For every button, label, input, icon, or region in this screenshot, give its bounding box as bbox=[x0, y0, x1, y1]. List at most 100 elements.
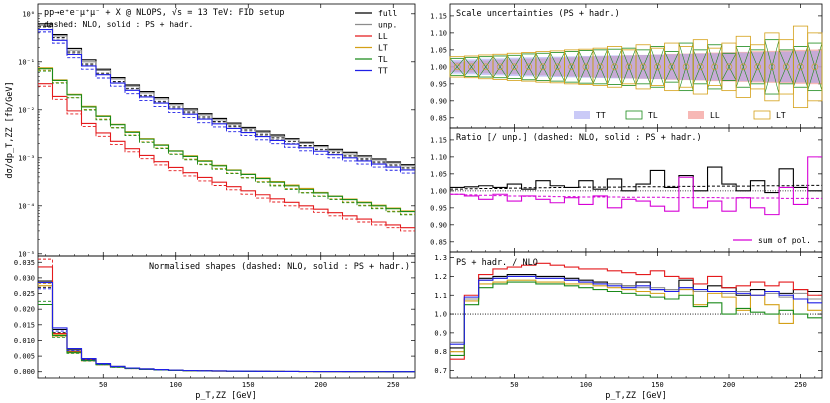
ratio-ytick-label: 1.15 bbox=[430, 136, 447, 144]
shapes-xtick-label: 200 bbox=[314, 381, 327, 389]
kfactor-xtick-label: 100 bbox=[580, 381, 593, 389]
scale-legend: TT TL LL LT bbox=[574, 110, 786, 120]
shapes-series-tt-solid bbox=[38, 282, 415, 373]
kfactor-ytick-label: 1.2 bbox=[434, 273, 447, 281]
spectrum-ytick-label: 10⁰ bbox=[22, 10, 35, 18]
legend-label-lt: LT bbox=[378, 44, 388, 53]
scale-band-lt-hatch bbox=[453, 63, 461, 71]
kfactor-ytick-label: 1.0 bbox=[434, 311, 447, 319]
scale-band-tl-hatch bbox=[793, 46, 808, 88]
shapes-xtick-label: 100 bbox=[169, 381, 182, 389]
kfactor-title: PS + hadr. / NLO bbox=[456, 258, 538, 268]
scale-ytick-label: 1.10 bbox=[430, 29, 447, 37]
scale-ytick-label: 1.05 bbox=[430, 46, 447, 54]
scale-band-tl-hatch bbox=[778, 49, 794, 84]
scale-band-lt-hatch bbox=[811, 63, 819, 71]
panel-kfactor: 50 100 150 200 250 0.7 0.8 0.9 1.0 1.1 1.2 1.3 PS +… bbox=[434, 251, 823, 389]
shapes-xtick-label: 250 bbox=[387, 381, 400, 389]
kfactor-series-lt-solid bbox=[450, 279, 822, 353]
scale-band-tl-hatch bbox=[707, 44, 723, 90]
scale-band-lt-hatch bbox=[554, 63, 561, 71]
ratio-plot: 0.85 0.90 0.95 1.00 1.05 1.10 1.15 bbox=[430, 128, 822, 252]
scale-band-lt-hatch bbox=[568, 63, 575, 71]
scale-band-lt-hatch bbox=[625, 63, 633, 71]
spectrum-series-ll-solid bbox=[38, 83, 415, 229]
kfactor-ytick-label: 1.3 bbox=[434, 254, 447, 262]
scale-band-lt-hatch bbox=[511, 63, 518, 71]
xlabel-left: p_T,ZZ [GeV] bbox=[195, 391, 256, 401]
shapes-series-tl-dashed bbox=[38, 300, 415, 373]
kfactor-ytick-label: 0.7 bbox=[434, 367, 447, 375]
scale-band-tl-hatch bbox=[635, 49, 651, 84]
scale-band-lt-hatch bbox=[668, 63, 676, 71]
scale-band-lt-hatch bbox=[539, 63, 547, 71]
xlabel-right: p_T,ZZ [GeV] bbox=[605, 391, 666, 401]
spectrum-series-tl-solid bbox=[38, 68, 415, 213]
scale-ytick-label: 0.85 bbox=[430, 114, 447, 122]
spectrum-series-tt-dashed bbox=[38, 31, 415, 174]
ratio-ytick-label: 0.95 bbox=[430, 204, 447, 212]
spectrum-ytick-label: 10⁻¹ bbox=[18, 58, 35, 66]
shapes-series-tl-solid bbox=[38, 303, 415, 373]
panel-spectrum: 10⁻⁵ 10⁻⁴ 10⁻³ 10⁻² 10⁻¹ 10⁰ pp→e⁺e⁻μ⁺μ⁻ + X … bbox=[5, 3, 416, 258]
shapes-ytick-label: 0.030 bbox=[14, 274, 35, 282]
shapes-ytick-label: 0.035 bbox=[14, 259, 35, 267]
shapes-xtick-label: 50 bbox=[99, 381, 107, 389]
scale-plot: 0.85 0.90 0.95 1.00 1.05 1.10 1.15 bbox=[430, 4, 823, 128]
shapes-ytick-label: 0.015 bbox=[14, 321, 35, 329]
scale-band-lt-hatch bbox=[611, 63, 618, 71]
scale-band-tl-hatch bbox=[664, 51, 680, 83]
scale-band-tl-hatch bbox=[478, 56, 494, 78]
scale-band-lt-hatch bbox=[468, 63, 475, 71]
spectrum-ytick-label: 10⁻³ bbox=[18, 154, 35, 162]
scale-band-tl-hatch bbox=[692, 49, 708, 84]
scale-band-tl-hatch bbox=[464, 57, 479, 77]
scale-band-lt-hatch bbox=[725, 63, 733, 71]
scale-legend-swatch-tl bbox=[625, 110, 643, 120]
scale-band-lt-hatch bbox=[754, 63, 761, 71]
spectrum-subtitle: dashed: NLO, solid : PS + hadr. bbox=[44, 20, 193, 29]
scale-band-lt-hatch bbox=[582, 63, 590, 71]
scale-legend-label-lt: LT bbox=[776, 111, 786, 120]
spectrum-ytick-label: 10⁻² bbox=[18, 106, 35, 114]
scale-band-tl-hatch bbox=[621, 48, 637, 86]
panel-shapes: 50 100 150 200 250 0.000 0.005 0.010 0.015 0.020 0… bbox=[14, 255, 416, 389]
spectrum-series-full-solid bbox=[38, 23, 415, 166]
shapes-ytick-label: 0.020 bbox=[14, 306, 35, 314]
ratio-ytick-label: 0.85 bbox=[430, 238, 447, 246]
scale-ytick-label: 1.00 bbox=[430, 63, 447, 71]
ratio-series-sum-of-pol-solid bbox=[450, 156, 822, 216]
scale-band-lt-hatch bbox=[782, 63, 790, 71]
scale-legend-swatch-lt bbox=[753, 110, 771, 120]
shapes-series-ll-dashed bbox=[38, 258, 415, 373]
spectrum-series-ll-dashed bbox=[38, 85, 415, 232]
panel-kfactor-frame bbox=[449, 251, 823, 379]
spectrum-ytick-label: 10⁻⁵ bbox=[18, 250, 35, 258]
ratio-series-sum-of-pol-dashed bbox=[450, 193, 822, 199]
scale-band-lt-hatch bbox=[496, 63, 504, 71]
scale-band-lt-hatch bbox=[654, 63, 661, 71]
scale-legend-label-tl: TL bbox=[648, 111, 658, 120]
scale-band-tl-hatch bbox=[506, 55, 522, 79]
ratio-legend-label-sum-of-pol: sum of pol. bbox=[758, 236, 811, 245]
shapes-ytick-label: 0.005 bbox=[14, 353, 35, 361]
scale-band-lt-hatch bbox=[482, 63, 490, 71]
ratio-ytick-label: 1.00 bbox=[430, 187, 447, 195]
scale-legend-swatch-tt bbox=[574, 111, 590, 119]
scale-band-tl-hatch bbox=[592, 49, 608, 84]
shapes-series-ll-solid bbox=[38, 266, 415, 373]
scale-band-tl-hatch bbox=[807, 42, 823, 91]
scale-legend-swatch-ll bbox=[688, 111, 704, 119]
scale-band-lt-hatch bbox=[711, 63, 718, 71]
scale-ytick-label: 0.95 bbox=[430, 80, 447, 88]
scale-band-lt-hatch bbox=[740, 63, 747, 71]
scale-band-tl-hatch bbox=[678, 42, 694, 91]
scale-band-tl-hatch bbox=[492, 55, 508, 78]
scale-band-tl-hatch bbox=[521, 53, 537, 80]
scale-band-tl-hatch bbox=[564, 51, 580, 83]
scale-band-tl-hatch bbox=[764, 39, 780, 95]
scale-legend-label-ll: LL bbox=[710, 111, 720, 120]
spectrum-ytick-label: 10⁻⁴ bbox=[18, 202, 35, 210]
spectrum-series-lt-dashed bbox=[38, 69, 415, 215]
kfactor-ytick-label: 0.9 bbox=[434, 329, 447, 337]
